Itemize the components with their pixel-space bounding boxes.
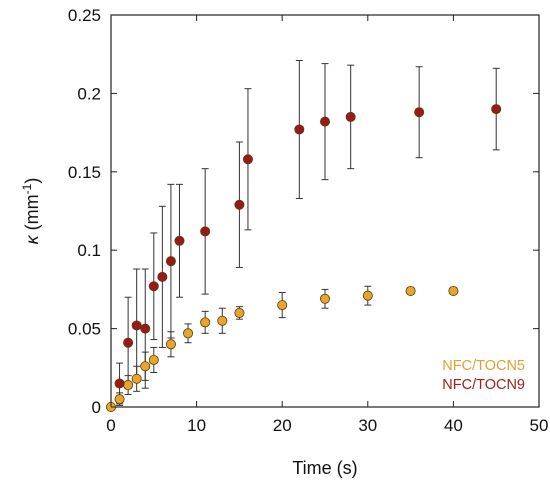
y-axis-unit: (mm — [22, 194, 42, 235]
x-tick-label: 40 — [444, 416, 463, 435]
data-point-tocn9 — [319, 116, 330, 127]
plot-frame — [110, 14, 540, 408]
data-point-tocn5 — [405, 285, 416, 296]
data-point-tocn9 — [491, 104, 502, 115]
x-tick-label: 30 — [358, 416, 377, 435]
data-point-tocn5 — [277, 300, 288, 311]
data-point-tocn9 — [131, 320, 142, 331]
data-point-tocn5 — [362, 290, 373, 301]
data-point-tocn5 — [217, 315, 228, 326]
y-tick-label: 0.05 — [68, 320, 101, 339]
y-tick-label: 0.15 — [68, 163, 101, 182]
y-axis-unit-exponent: -1 — [20, 183, 34, 194]
data-point-tocn9 — [294, 124, 305, 135]
legend-entry-tocn5: NFC/TOCN5 — [442, 358, 525, 374]
data-point-tocn9 — [123, 337, 134, 348]
data-point-tocn9 — [414, 107, 425, 118]
data-point-tocn9 — [242, 154, 253, 165]
data-point-tocn9 — [157, 271, 168, 282]
data-point-tocn5 — [200, 317, 211, 328]
data-point-tocn9 — [174, 235, 185, 246]
y-tick-label: 0.2 — [77, 84, 101, 103]
axis-tick-layer: 0 10 20 30 40 50 0 0.05 0.1 0.15 0.2 0.25 — [68, 6, 549, 435]
data-point-tocn9 — [140, 323, 151, 334]
y-axis-title: κ (mm-1) — [20, 178, 42, 245]
data-point-tocn9 — [114, 378, 125, 389]
data-point-tocn5 — [234, 307, 245, 318]
data-point-tocn9 — [148, 281, 159, 292]
data-point-tocn5 — [448, 285, 459, 296]
data-point-tocn9 — [345, 111, 356, 122]
data-point-tocn9 — [234, 199, 245, 210]
x-tick-label: 20 — [273, 416, 292, 435]
data-point-tocn9 — [165, 256, 176, 267]
data-point-tocn5 — [319, 293, 330, 304]
data-point-layer — [106, 104, 502, 412]
x-axis-title: Time (s) — [292, 458, 357, 478]
x-tick-label: 0 — [106, 416, 115, 435]
y-axis-unit-close: ) — [22, 178, 42, 184]
data-point-tocn5 — [123, 380, 134, 391]
y-tick-label: 0.1 — [77, 241, 101, 260]
data-point-tocn9 — [200, 226, 211, 237]
data-point-tocn5 — [148, 354, 159, 365]
x-tick-label: 50 — [530, 416, 549, 435]
data-point-tocn5 — [165, 339, 176, 350]
data-point-tocn5 — [140, 361, 151, 372]
error-bar-layer — [116, 59, 500, 406]
data-point-tocn5 — [114, 394, 125, 405]
y-tick-label: 0.25 — [68, 6, 101, 25]
x-tick-label: 10 — [187, 416, 206, 435]
data-point-tocn5 — [131, 373, 142, 384]
y-axis-symbol: κ — [22, 234, 42, 244]
y-tick-label: 0 — [92, 398, 101, 417]
data-point-tocn5 — [183, 328, 194, 339]
legend-entry-tocn9: NFC/TOCN9 — [442, 377, 525, 393]
